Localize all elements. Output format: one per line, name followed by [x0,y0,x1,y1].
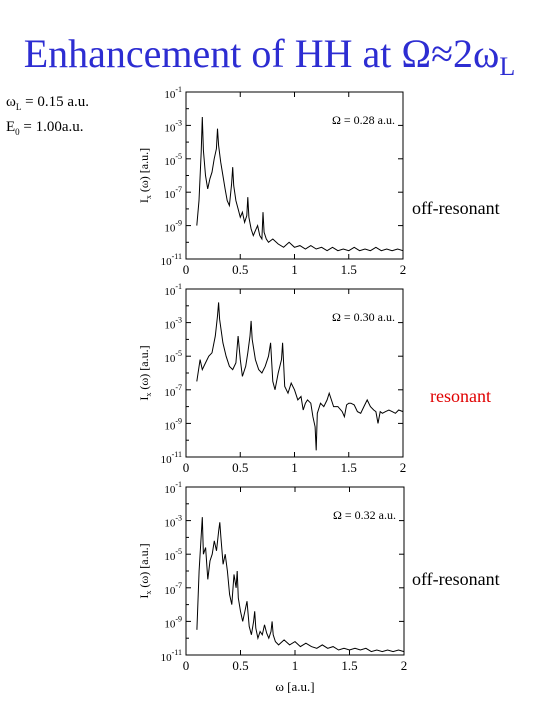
omega-subscript: L [15,102,22,112]
panel3-y-axis-label: Ix (ω) [a.u.] [137,543,153,598]
omega-value: = 0.15 a.u. [25,94,89,110]
panel2-y-axis-label: Ix (ω) [a.u.] [137,345,153,400]
panel3-label: off-resonant [412,569,500,589]
panel2-label: resonant [430,386,491,406]
panel3-x-tick-label: 2 [401,658,408,673]
panel2-y-tick-label: 10-5 [164,349,182,365]
panel3-x-tick-label: 1 [292,658,299,673]
panel3-y-tick-label: 10-5 [164,547,182,563]
title-subscript: L [499,52,516,81]
panel3-y-tick-label: 10-9 [164,614,182,630]
panel2-x-tick-label: 1 [291,460,298,475]
panel1-x-tick-label: 1.5 [341,262,357,277]
panel2-annotation: Ω = 0.30 a.u. [332,310,395,324]
panel1-x-tick-label: 0 [183,262,190,277]
title-text: Enhancement of HH at Ω≈2ω [23,31,500,76]
panel2-x-tick-label: 2 [400,460,407,475]
panel2-x-tick-label: 0 [183,460,190,475]
panel2-y-tick-label: 10-11 [161,450,182,466]
field-subscript: 0 [15,127,20,137]
panel2-y-tick-label: 10-1 [164,282,182,298]
omega-symbol: ω [6,94,16,110]
field-parameter: E0 = 1.00a.u. [6,117,89,142]
field-symbol: E [6,119,16,135]
panel1-y-tick-label: 10-7 [164,185,182,201]
parameters-block: ωL = 0.15 a.u. E0 = 1.00a.u. [6,92,89,142]
panel3-x-tick-label: 0 [183,658,190,673]
panel2-spectrum-line [196,302,404,451]
panel1-x-tick-label: 1 [291,262,298,277]
panel1-spectrum-line [196,116,404,252]
panel1-y-tick-label: 10-3 [164,118,182,134]
panel3-x-axis-label: ω [a.u.] [275,679,314,694]
panel1-y-tick-label: 10-9 [164,219,182,235]
panel3-x-tick-label: 0.5 [232,658,248,673]
panel1-label: off-resonant [412,198,500,218]
panel1-x-tick-label: 2 [400,262,407,277]
panel3-y-tick-label: 10-11 [161,648,182,664]
panel3-y-tick-label: 10-3 [164,514,182,530]
panel1-x-tick-label: 0.5 [232,262,248,277]
panel2-y-tick-label: 10-7 [164,383,182,399]
panel2-y-tick-label: 10-9 [164,416,182,432]
panel2-y-tick-label: 10-3 [164,316,182,332]
panel1-y-tick-label: 10-1 [164,85,182,101]
panel2-x-tick-label: 1.5 [341,460,357,475]
omega-parameter: ωL = 0.15 a.u. [6,92,89,117]
panel3-x-tick-label: 1.5 [341,658,357,673]
page-title: Enhancement of HH at Ω≈2ωL [0,30,539,91]
panel1-y-axis-label: Ix (ω) [a.u.] [137,148,153,203]
panel2-x-tick-label: 0.5 [232,460,248,475]
panel3-spectrum-line [196,517,405,653]
panel3-annotation: Ω = 0.32 a.u. [333,508,396,522]
panel3-y-tick-label: 10-7 [164,581,182,597]
panel3-y-tick-label: 10-1 [164,480,182,496]
panel1-y-tick-label: 10-11 [161,252,182,268]
field-value: = 1.00a.u. [23,119,84,135]
panel1-annotation: Ω = 0.28 a.u. [332,113,395,127]
panel1-y-tick-label: 10-5 [164,152,182,168]
